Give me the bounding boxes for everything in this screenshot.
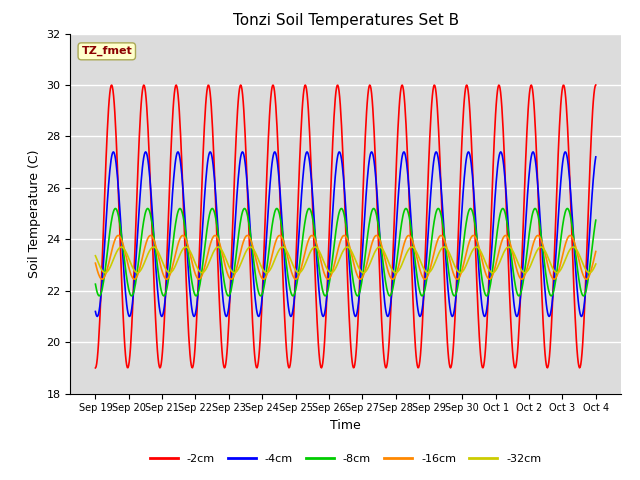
Title: Tonzi Soil Temperatures Set B: Tonzi Soil Temperatures Set B <box>232 13 459 28</box>
Legend: -2cm, -4cm, -8cm, -16cm, -32cm: -2cm, -4cm, -8cm, -16cm, -32cm <box>145 450 546 468</box>
Y-axis label: Soil Temperature (C): Soil Temperature (C) <box>28 149 41 278</box>
X-axis label: Time: Time <box>330 419 361 432</box>
Text: TZ_fmet: TZ_fmet <box>81 46 132 57</box>
